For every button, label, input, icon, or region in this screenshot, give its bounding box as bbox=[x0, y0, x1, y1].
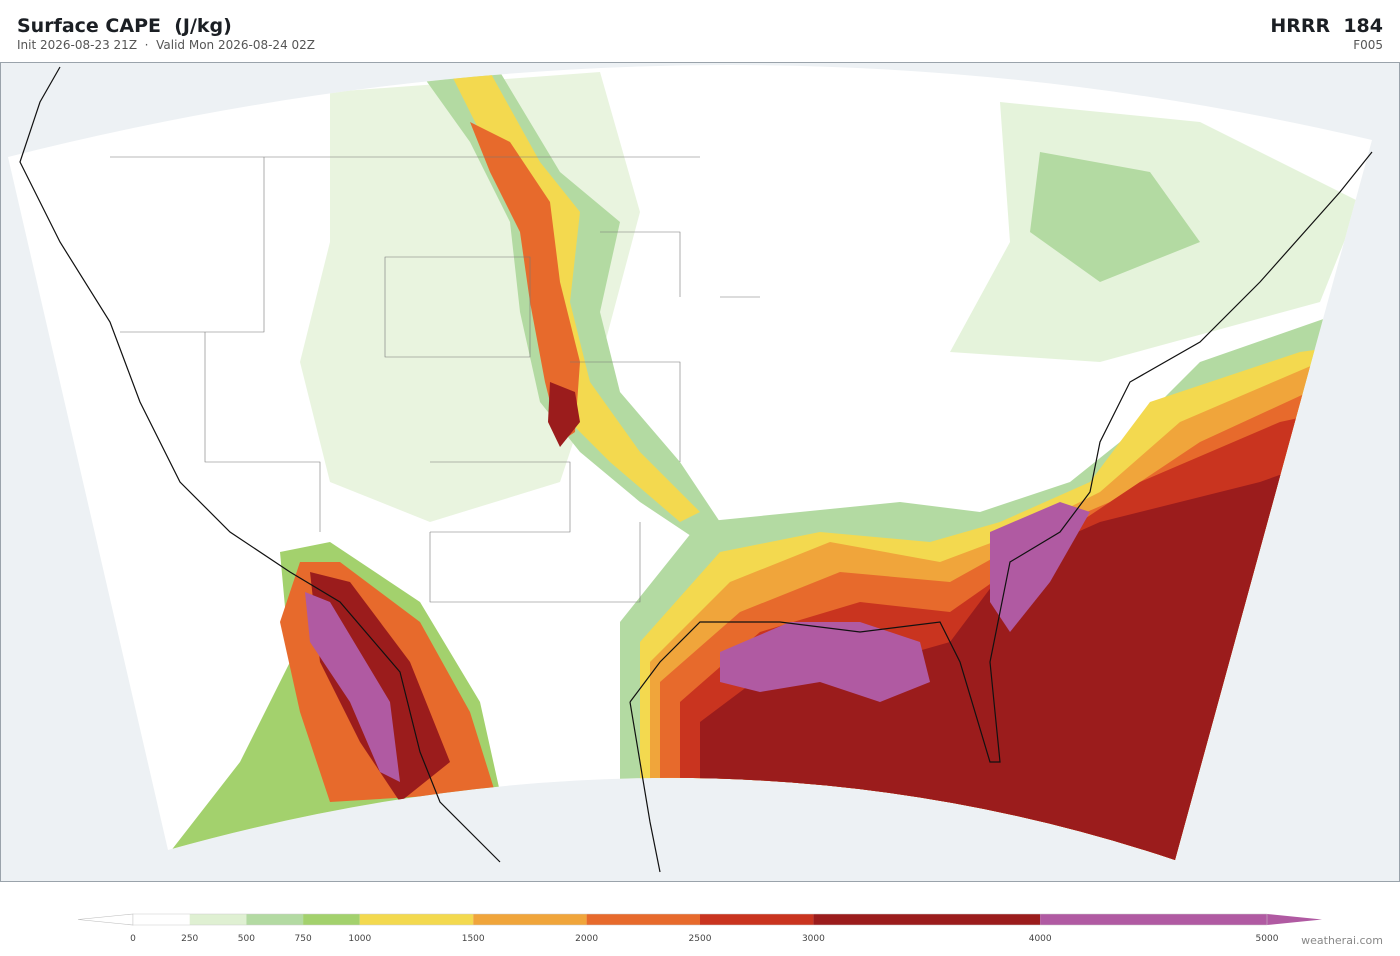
colorbar-bin bbox=[1040, 914, 1267, 925]
colorbar-tick-label: 750 bbox=[295, 934, 312, 944]
model-label: HRRR 184 bbox=[1270, 15, 1383, 37]
colorbar-tick-label: 3000 bbox=[802, 934, 825, 944]
colorbar-bin bbox=[246, 914, 304, 925]
colorbar-bin bbox=[813, 914, 1041, 925]
colorbar-tick-label: 1000 bbox=[348, 934, 371, 944]
colorbar-tick-label: 1500 bbox=[462, 934, 485, 944]
extend-high bbox=[1267, 914, 1322, 925]
title: Surface CAPE (J/kg) bbox=[17, 15, 232, 37]
colorbar-bin bbox=[700, 914, 814, 925]
colorbar-tick-label: 500 bbox=[238, 934, 255, 944]
colorbar: 0 250 500 750 1000 1500 2000 2500 3000 4000 5000 bbox=[77, 913, 1322, 944]
colorbar-tick-label: 2500 bbox=[689, 934, 712, 944]
cape-field bbox=[170, 72, 1372, 861]
colorbar-bin bbox=[189, 914, 247, 925]
colorbar-tick-label: 0 bbox=[130, 934, 136, 944]
colorbar-bin bbox=[359, 914, 474, 925]
colorbar-tick-label: 4000 bbox=[1029, 934, 1052, 944]
colorbar-bin bbox=[303, 914, 360, 925]
coastlines bbox=[19, 66, 1373, 873]
colorbar-frame bbox=[132, 913, 1268, 926]
colorbar-tick-label: 250 bbox=[181, 934, 198, 944]
colorbar-tick-label: 2000 bbox=[575, 934, 598, 944]
extend-low bbox=[77, 913, 134, 926]
subtitle: Init 2026-08-23 21Z · Valid Mon 2026-08-… bbox=[17, 38, 316, 52]
forecast-hour: F005 bbox=[1353, 38, 1383, 52]
state-borders bbox=[110, 156, 760, 603]
colorbar-tick-label: 5000 bbox=[1256, 934, 1279, 944]
map bbox=[0, 62, 1400, 882]
colorbar-bin bbox=[473, 914, 587, 925]
credit: weatherai.com bbox=[1301, 934, 1383, 947]
colorbar-bin bbox=[586, 914, 700, 925]
colorbar-bin bbox=[133, 914, 190, 925]
